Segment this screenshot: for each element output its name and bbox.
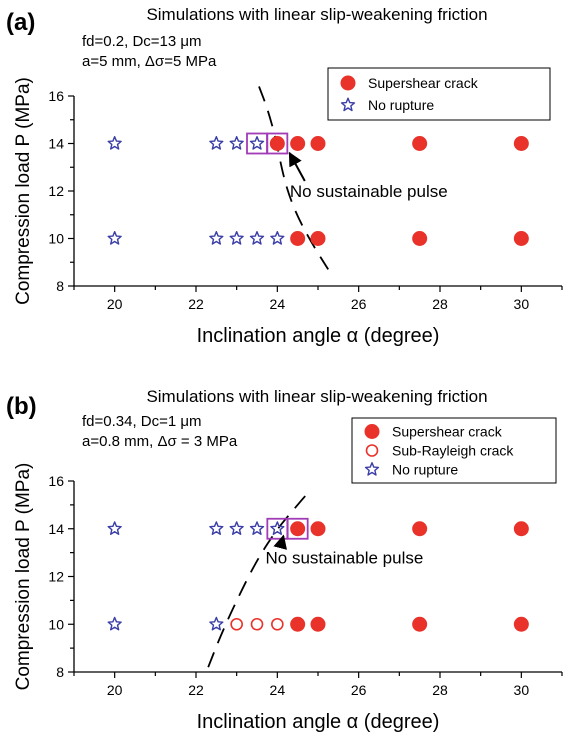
x-tick-label: 20	[107, 296, 123, 312]
x-tick-label: 24	[270, 296, 286, 312]
star-marker	[249, 231, 265, 245]
y-tick-label: 12	[48, 569, 64, 585]
param-text: a=0.8 mm, Δσ = 3 MPa	[82, 433, 238, 450]
star-marker	[270, 231, 285, 245]
filled-circle-marker	[310, 231, 326, 246]
y-tick-label: 10	[48, 231, 64, 247]
y-tick-label: 8	[56, 664, 64, 680]
filled-circle-marker	[513, 521, 529, 537]
filled-circle-marker	[290, 136, 306, 151]
star-marker	[229, 231, 244, 245]
annotation-arrow	[273, 534, 287, 550]
legend-marker	[340, 97, 356, 112]
filled-circle-marker	[310, 616, 326, 632]
filled-circle-marker	[513, 136, 529, 151]
star-marker	[107, 521, 122, 535]
star-marker	[107, 616, 122, 631]
legend-marker	[340, 75, 356, 91]
filled-circle-marker	[310, 521, 326, 537]
x-axis-label: Inclination angle α (degree)	[197, 325, 440, 347]
x-tick-label: 28	[432, 682, 448, 698]
legend: Supershear crack No rupture	[327, 67, 551, 121]
star-marker	[209, 231, 224, 245]
annotation-arrow	[288, 151, 306, 182]
chart-title: Simulations with linear slip-weakening f…	[146, 387, 487, 406]
y-tick-label: 12	[48, 183, 64, 199]
filled-circle-marker	[290, 231, 306, 246]
filled-circle-marker	[412, 616, 428, 632]
filled-circle-marker	[513, 616, 529, 632]
star-marker	[270, 521, 285, 535]
legend-marker	[364, 424, 380, 439]
y-tick-label: 14	[48, 136, 64, 152]
filled-circle-marker	[412, 136, 428, 151]
x-axis-label: Inclination angle α (degree)	[197, 711, 440, 733]
x-tick-label: 30	[514, 296, 530, 312]
y-axis-label: Compression load P (MPa)	[13, 77, 34, 305]
star-marker	[249, 136, 265, 150]
filled-circle-marker	[513, 231, 529, 246]
x-tick-label: 26	[351, 296, 367, 312]
y-tick-label: 14	[48, 521, 64, 537]
open-circle-marker	[250, 617, 264, 631]
legend-label: Supershear crack	[368, 75, 479, 91]
param-text: fd=0.34, Dc=1 μm	[82, 413, 202, 430]
param-text: a=5 mm, Δσ=5 MPa	[82, 53, 217, 70]
boundary-curve	[258, 86, 329, 270]
y-tick-label: 10	[48, 616, 64, 632]
y-tick-label: 16	[48, 473, 64, 489]
legend-marker	[364, 462, 380, 476]
y-tick-label: 16	[48, 88, 64, 104]
annotation-text: No sustainable pulse	[265, 548, 423, 567]
x-tick-label: 24	[270, 682, 286, 698]
panel-b: (b) Simulations with linear slip-weakenin…	[6, 387, 563, 733]
filled-circle-marker	[269, 136, 285, 151]
filled-circle-marker	[412, 521, 428, 537]
x-tick-label: 22	[188, 296, 204, 312]
legend-box	[351, 417, 557, 484]
chart-title: Simulations with linear slip-weakening f…	[146, 5, 487, 24]
legend: Supershear crack Sub-Rayleigh crack No rup…	[351, 417, 557, 484]
star-marker	[209, 521, 224, 535]
legend-marker	[365, 444, 379, 457]
highlight-box	[266, 132, 289, 155]
legend-label: Sub-Rayleigh crack	[392, 443, 514, 459]
open-circle-marker	[230, 617, 243, 631]
x-tick-label: 28	[432, 296, 448, 312]
star-marker	[229, 521, 244, 535]
panel-label: (b)	[6, 393, 37, 420]
annotation-text: No sustainable pulse	[290, 182, 448, 201]
legend-label: No rupture	[392, 462, 458, 478]
filled-circle-marker	[412, 231, 428, 246]
boundary-curve	[207, 490, 311, 668]
legend-label: No rupture	[368, 97, 434, 113]
star-marker	[229, 136, 244, 150]
highlight-box	[286, 517, 309, 540]
x-tick-label: 26	[351, 682, 367, 698]
filled-circle-marker	[290, 616, 306, 632]
star-marker	[249, 521, 265, 535]
x-tick-label: 30	[514, 682, 530, 698]
panel-a: (a) Simulations with linear slip-weakenin…	[6, 5, 563, 347]
filled-circle-marker	[310, 136, 326, 151]
x-tick-label: 20	[107, 682, 123, 698]
legend-label: Supershear crack	[392, 424, 503, 440]
y-tick-label: 8	[56, 278, 64, 294]
open-circle-marker	[271, 617, 284, 631]
param-text: fd=0.2, Dc=13 μm	[82, 33, 202, 50]
y-axis-label: Compression load P (MPa)	[13, 463, 34, 691]
legend-box	[327, 67, 551, 121]
panel-label: (a)	[6, 9, 35, 36]
x-tick-label: 22	[188, 682, 204, 698]
star-marker	[107, 231, 122, 245]
star-marker	[209, 136, 224, 150]
star-marker	[209, 616, 224, 631]
filled-circle-marker	[290, 521, 306, 537]
star-marker	[107, 136, 122, 150]
